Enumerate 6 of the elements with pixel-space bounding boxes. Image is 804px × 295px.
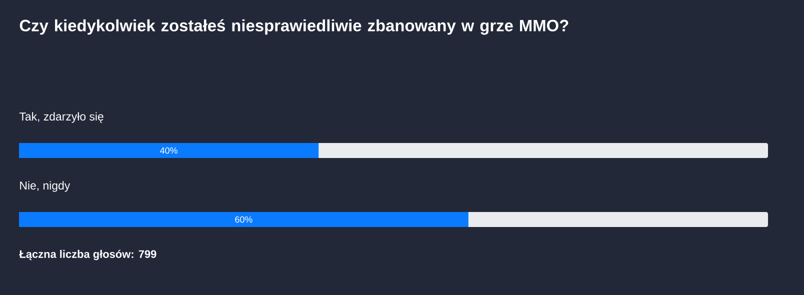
chart-title: Czy kiedykolwiek zostałeś niesprawiedliwie zbanowany w grze MMO? [20, 19, 568, 35]
y-tick-label: Nie, nigdy [20, 181, 70, 192]
data-label: 60% [235, 216, 252, 223]
data-label: 40% [160, 147, 178, 154]
y-tick-label: Tak, zdarzyło się [19, 112, 104, 123]
text: Łączna liczba głosów: 799 [19, 250, 156, 260]
